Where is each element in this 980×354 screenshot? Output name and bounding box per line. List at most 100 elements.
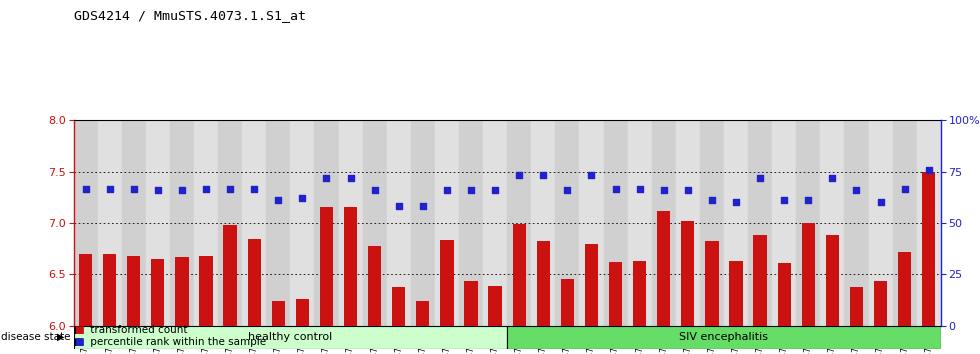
Bar: [609, 262, 622, 326]
Point: [680, 187, 696, 193]
Bar: [868, 120, 893, 326]
Bar: [579, 120, 604, 326]
Bar: [729, 261, 743, 326]
Point: [776, 198, 792, 203]
Bar: [706, 241, 718, 326]
Bar: [922, 172, 935, 326]
Point: [656, 187, 671, 193]
Point: [174, 187, 190, 193]
Bar: [146, 120, 170, 326]
Point: [102, 186, 118, 192]
Point: [439, 187, 455, 193]
Point: [487, 187, 503, 193]
Point: [222, 186, 238, 192]
Point: [415, 203, 430, 209]
Bar: [627, 120, 652, 326]
Bar: [74, 326, 508, 349]
Bar: [319, 207, 333, 326]
Bar: [74, 120, 98, 326]
Bar: [315, 120, 338, 326]
Bar: [658, 211, 670, 326]
Point: [391, 203, 407, 209]
Point: [704, 198, 719, 203]
Bar: [916, 120, 941, 326]
Bar: [652, 120, 676, 326]
Point: [295, 195, 311, 201]
Point: [608, 186, 623, 192]
Point: [367, 187, 382, 193]
Point: [150, 187, 166, 193]
Bar: [845, 120, 868, 326]
Bar: [387, 120, 411, 326]
Bar: [748, 120, 772, 326]
Bar: [363, 120, 387, 326]
Bar: [267, 120, 290, 326]
Bar: [633, 261, 646, 326]
Point: [535, 172, 551, 178]
Bar: [199, 256, 213, 326]
Bar: [271, 301, 285, 326]
Text: SIV encephalitis: SIV encephalitis: [679, 332, 768, 342]
Point: [632, 186, 648, 192]
Bar: [893, 120, 916, 326]
Bar: [459, 120, 483, 326]
Bar: [296, 299, 309, 326]
Bar: [127, 256, 140, 326]
Bar: [604, 120, 627, 326]
Bar: [754, 235, 766, 326]
Bar: [440, 240, 454, 326]
Point: [584, 172, 600, 178]
Bar: [826, 235, 839, 326]
Text: ■  transformed count: ■ transformed count: [74, 325, 187, 335]
Bar: [488, 286, 502, 326]
Bar: [537, 241, 550, 326]
Bar: [79, 254, 92, 326]
Point: [753, 175, 768, 181]
Point: [873, 200, 889, 205]
Bar: [218, 120, 242, 326]
Text: ■: ■: [74, 337, 83, 347]
Bar: [700, 120, 724, 326]
Bar: [777, 263, 791, 326]
Point: [560, 187, 575, 193]
Point: [512, 172, 527, 178]
Point: [921, 167, 937, 172]
Bar: [411, 120, 435, 326]
Point: [897, 186, 912, 192]
Bar: [416, 301, 429, 326]
Point: [318, 175, 334, 181]
Bar: [681, 221, 695, 326]
Bar: [175, 257, 188, 326]
Point: [464, 187, 479, 193]
Bar: [802, 223, 815, 326]
Point: [849, 187, 864, 193]
Bar: [483, 120, 508, 326]
Bar: [435, 120, 459, 326]
Point: [824, 175, 840, 181]
Bar: [898, 252, 911, 326]
Bar: [724, 120, 748, 326]
Point: [801, 198, 816, 203]
Bar: [248, 239, 261, 326]
Text: disease state: disease state: [1, 332, 71, 342]
Bar: [513, 224, 526, 326]
Bar: [98, 120, 122, 326]
Text: ■: ■: [74, 325, 83, 335]
Bar: [585, 244, 598, 326]
Bar: [194, 120, 218, 326]
Point: [728, 200, 744, 205]
Bar: [796, 120, 820, 326]
Bar: [290, 120, 315, 326]
Bar: [531, 120, 556, 326]
Point: [125, 186, 141, 192]
Bar: [465, 280, 477, 326]
Text: ■  percentile rank within the sample: ■ percentile rank within the sample: [74, 337, 266, 347]
Bar: [368, 246, 381, 326]
Bar: [508, 120, 531, 326]
Point: [270, 198, 286, 203]
Bar: [850, 287, 863, 326]
Bar: [170, 120, 194, 326]
Bar: [772, 120, 796, 326]
Bar: [338, 120, 363, 326]
Bar: [103, 254, 117, 326]
